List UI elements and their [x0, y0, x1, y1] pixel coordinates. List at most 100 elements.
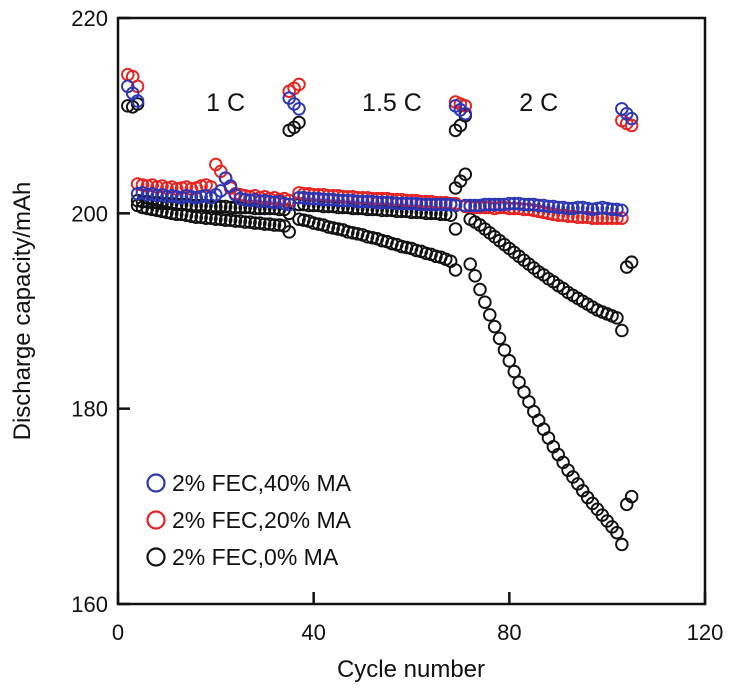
data-point [292, 102, 306, 116]
data-point [443, 197, 458, 212]
legend-item: 2% FEC,0% MA [146, 544, 339, 570]
data-point [478, 295, 492, 309]
y-tick-label: 200 [71, 201, 108, 226]
data-point [316, 192, 331, 207]
rate-label: 1 C [206, 89, 245, 117]
data-point [267, 218, 282, 232]
legend-item: 2% FEC,20% MA [146, 507, 352, 533]
data-point [326, 192, 340, 207]
data-point [483, 197, 497, 212]
data-point [438, 197, 453, 212]
data-point [321, 192, 336, 207]
data-point [248, 216, 262, 230]
data-point [624, 111, 639, 126]
data-point [492, 331, 507, 346]
data-point [512, 196, 526, 211]
data-point [502, 354, 517, 368]
data-point [150, 189, 164, 203]
data-point [390, 196, 404, 211]
data-point [292, 190, 306, 205]
data-point [306, 191, 321, 206]
data-point [531, 198, 546, 213]
data-point [262, 194, 277, 209]
plot-frame [116, 16, 707, 606]
data-point [184, 189, 199, 204]
data-point [336, 193, 350, 208]
data-point [292, 77, 306, 92]
data-point [610, 311, 624, 325]
data-point [541, 199, 556, 214]
data-point [595, 200, 610, 215]
data-point [624, 255, 639, 269]
data-point [346, 193, 360, 208]
data-point [414, 197, 429, 212]
data-point [233, 214, 248, 228]
data-point [605, 202, 619, 217]
data-point [341, 193, 355, 208]
data-point [624, 489, 639, 504]
data-point [213, 199, 228, 214]
data-point [404, 196, 419, 211]
data-point [253, 216, 267, 230]
data-point [253, 194, 267, 209]
data-point [463, 198, 477, 213]
legend-label: 2% FEC,0% MA [172, 544, 339, 570]
data-point [394, 196, 409, 211]
axis-ticks: 0 40 80 120 160 180 200 220 [71, 6, 723, 645]
data-point [458, 167, 473, 182]
data-point [527, 404, 541, 419]
legend-label: 2% FEC,40% MA [172, 470, 352, 496]
data-point [487, 319, 502, 334]
data-point [209, 212, 223, 226]
data-point [527, 197, 541, 212]
data-point [258, 217, 272, 231]
data-point [365, 194, 380, 209]
data-point [458, 106, 473, 121]
data-point [522, 197, 536, 212]
data-point [536, 422, 551, 436]
x-tick-label: 40 [301, 620, 325, 645]
data-point [463, 257, 477, 271]
legend-marker [146, 510, 166, 530]
data-point [497, 197, 512, 212]
data-point [610, 525, 624, 540]
x-tick-label: 0 [112, 620, 124, 645]
data-point [140, 188, 155, 202]
data-point [223, 213, 238, 227]
data-point [502, 196, 517, 211]
data-point [517, 197, 531, 212]
data-point [355, 194, 370, 209]
x-tick-label: 120 [687, 620, 724, 645]
data-point [262, 217, 277, 231]
data-point [429, 197, 443, 212]
data-point [213, 212, 228, 226]
data-point [507, 196, 521, 211]
data-point [394, 239, 409, 254]
data-point [360, 230, 375, 244]
data-point [419, 197, 433, 212]
data-point [473, 198, 487, 213]
data-point [448, 263, 463, 277]
data-point [228, 214, 243, 228]
data-point [297, 190, 311, 205]
data-point [566, 201, 580, 216]
data-point [492, 197, 507, 212]
x-tick-label: 80 [497, 620, 521, 645]
data-point [189, 190, 204, 205]
data-point [321, 220, 336, 234]
y-axis-label: Discharge capacity/mAh [9, 182, 36, 441]
data-point [331, 193, 345, 208]
data-point [341, 225, 355, 239]
data-point [541, 431, 556, 445]
data-point [448, 222, 463, 236]
data-point [478, 197, 492, 212]
y-tick-label: 220 [71, 6, 108, 31]
data-point [615, 203, 629, 218]
data-point [350, 194, 365, 209]
data-point [399, 196, 414, 211]
legend-label: 2% FEC,20% MA [172, 507, 352, 533]
data-point [385, 195, 399, 210]
data-point [277, 196, 292, 211]
data-point [282, 225, 296, 239]
data-point [497, 343, 512, 357]
